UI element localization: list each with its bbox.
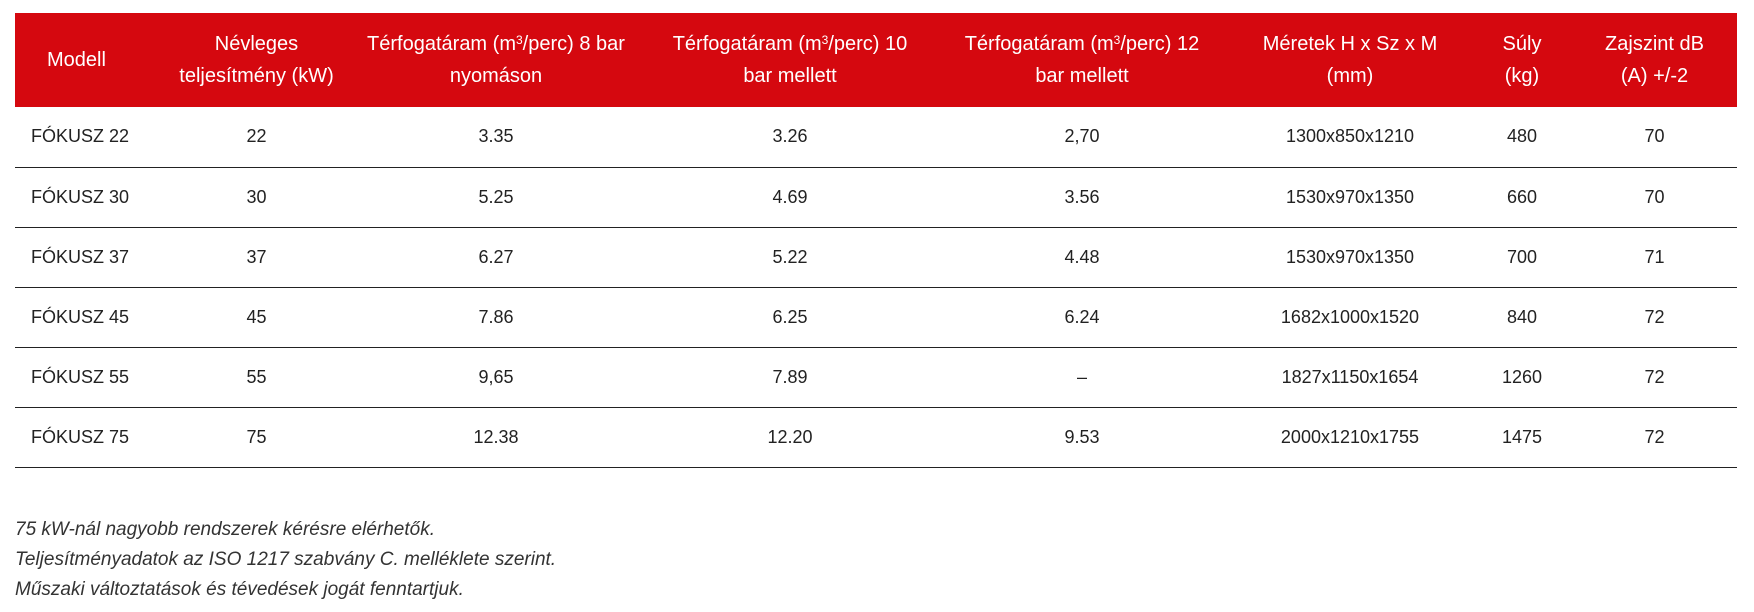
cell-flow-12bar: 3.56 — [1064, 186, 1100, 207]
cell-dimensions: 1530x970x1350 — [1285, 186, 1415, 207]
cell-flow-8bar: 5.25 — [478, 186, 514, 207]
cell-flow-8bar: 7.86 — [478, 306, 514, 327]
cell-dimensions: 2000x1210x1755 — [1280, 426, 1420, 447]
table-row: FÓKUSZ 55 55 9,65 7.89 – 1827x1150x1654 … — [15, 347, 1737, 407]
table-row: FÓKUSZ 37 37 6.27 5.22 4.48 1530x970x135… — [15, 227, 1737, 287]
cell-flow-10bar: 5.22 — [772, 246, 808, 267]
cell-model: FÓKUSZ 55 — [31, 366, 130, 387]
cell-model: FÓKUSZ 75 — [31, 426, 130, 447]
footnote-iso-standard: Teljesítményadatok az ISO 1217 szabvány … — [15, 549, 557, 570]
cell-weight: 660 — [1506, 186, 1538, 207]
cell-flow-10bar: 3.26 — [772, 126, 808, 147]
compressor-spec-table: Modell Névleges teljesítmény (kW) Térfog… — [15, 13, 1737, 468]
cell-rated-power: 45 — [246, 306, 267, 327]
cell-flow-8bar: 6.27 — [478, 246, 514, 267]
cell-flow-8bar: 12.38 — [473, 426, 519, 447]
cell-flow-12bar: 9.53 — [1064, 426, 1100, 447]
cell-weight: 480 — [1506, 126, 1538, 147]
cell-dimensions: 1827x1150x1654 — [1281, 366, 1419, 387]
cell-flow-12bar: – — [1076, 366, 1087, 387]
footnote-disclaimer: Műszaki változtatások és tévedések jogát… — [15, 579, 464, 600]
table-header-row: Modell Névleges teljesítmény (kW) Térfog… — [15, 13, 1737, 107]
cell-flow-12bar: 2,70 — [1064, 126, 1100, 147]
table-row: FÓKUSZ 75 75 12.38 12.20 9.53 2000x1210x… — [15, 407, 1737, 467]
cell-weight: 1475 — [1501, 426, 1543, 447]
cell-weight: 840 — [1506, 306, 1538, 327]
cell-flow-12bar: 4.48 — [1064, 246, 1100, 267]
cell-flow-8bar: 3.35 — [478, 126, 514, 147]
cell-model: FÓKUSZ 37 — [31, 246, 130, 267]
cell-noise-level: 70 — [1644, 126, 1665, 147]
table-row: FÓKUSZ 22 22 3.35 3.26 2,70 1300x850x121… — [15, 107, 1737, 167]
cell-weight: 700 — [1506, 246, 1538, 267]
table-row: FÓKUSZ 45 45 7.86 6.25 6.24 1682x1000x15… — [15, 287, 1737, 347]
cell-dimensions: 1682x1000x1520 — [1280, 306, 1420, 327]
header-dimensions: Méretek H x Sz x M (mm) — [1262, 33, 1438, 87]
footnotes: 75 kW-nál nagyobb rendszerek kérésre elé… — [15, 515, 556, 605]
cell-noise-level: 70 — [1644, 186, 1665, 207]
footnote-larger-systems: 75 kW-nál nagyobb rendszerek kérésre elé… — [15, 519, 435, 540]
cell-weight: 1260 — [1501, 366, 1543, 387]
cell-rated-power: 55 — [246, 366, 267, 387]
cell-dimensions: 1300x850x1210 — [1285, 126, 1415, 147]
cell-noise-level: 72 — [1644, 366, 1665, 387]
header-flow-12bar: Térfogatáram (m3/perc) 12 bar mellett — [964, 33, 1200, 87]
header-flow-8bar: Térfogatáram (m3/perc) 8 bar nyomáson — [367, 33, 625, 87]
cell-flow-10bar: 4.69 — [772, 186, 808, 207]
cell-dimensions: 1530x970x1350 — [1285, 246, 1415, 267]
cell-flow-8bar: 9,65 — [478, 366, 514, 387]
spec-table-container: Modell Névleges teljesítmény (kW) Térfog… — [15, 13, 1737, 468]
cell-rated-power: 37 — [246, 246, 267, 267]
cell-model: FÓKUSZ 45 — [31, 306, 130, 327]
cell-model: FÓKUSZ 22 — [31, 126, 130, 147]
header-noise-level: Zajszint dB (A) +/-2 — [1605, 33, 1704, 87]
cell-noise-level: 72 — [1644, 306, 1665, 327]
header-model: Modell — [47, 49, 106, 71]
table-row: FÓKUSZ 30 30 5.25 4.69 3.56 1530x970x135… — [15, 167, 1737, 227]
cell-noise-level: 71 — [1644, 246, 1665, 267]
cell-model: FÓKUSZ 30 — [31, 186, 130, 207]
cell-flow-12bar: 6.24 — [1064, 306, 1100, 327]
header-rated-power: Névleges teljesítmény (kW) — [179, 33, 334, 87]
cell-noise-level: 72 — [1644, 426, 1665, 447]
cell-rated-power: 22 — [246, 126, 267, 147]
cell-rated-power: 75 — [246, 426, 267, 447]
cell-flow-10bar: 12.20 — [767, 426, 813, 447]
cell-rated-power: 30 — [246, 186, 267, 207]
cell-flow-10bar: 6.25 — [772, 306, 808, 327]
header-weight: Súly (kg) — [1502, 33, 1542, 87]
cell-flow-10bar: 7.89 — [772, 366, 808, 387]
header-flow-10bar: Térfogatáram (m3/perc) 10 bar mellett — [672, 33, 908, 87]
